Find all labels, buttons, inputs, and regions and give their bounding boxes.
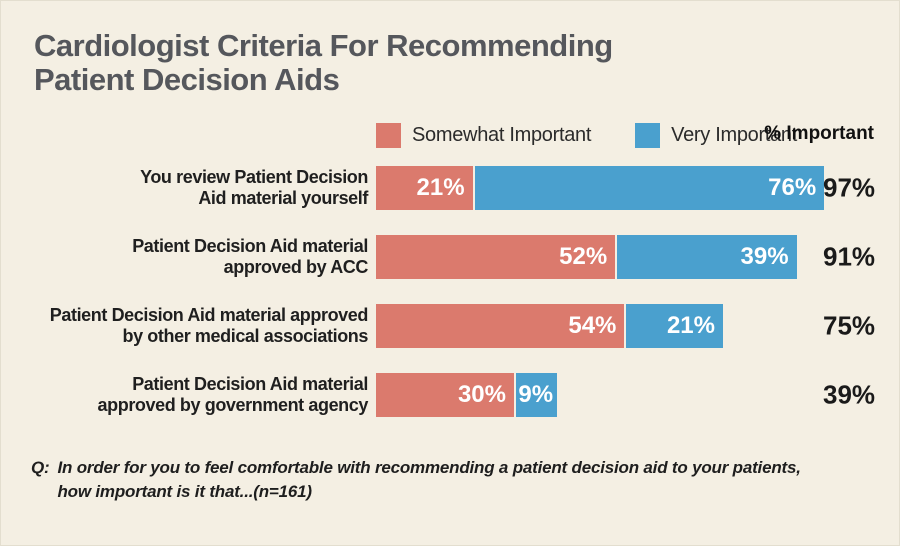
- stacked-bar: 54% 21%: [376, 304, 723, 348]
- row-total-percent: 91%: [823, 241, 876, 272]
- category-label: You review Patient Decision Aid material…: [140, 167, 368, 208]
- chart-title-line2: Patient Decision Aids: [34, 62, 340, 97]
- bar-segment-somewhat-important: 21%: [376, 166, 473, 210]
- very-important-swatch: [635, 123, 661, 148]
- percent-important-column-header: % Important: [764, 123, 874, 144]
- bar-segment-very-important: 21%: [626, 304, 723, 348]
- legend-label: Somewhat Important: [412, 124, 592, 146]
- footnote-text: In order for you to feel comfortable wit…: [57, 458, 801, 501]
- chart-rows: You review Patient Decision Aid material…: [31, 166, 875, 442]
- bar-segment-somewhat-important: 52%: [376, 235, 616, 279]
- legend-label: Very Important: [671, 124, 797, 146]
- row-total-percent: 75%: [823, 310, 876, 341]
- stacked-bar: 30% 9%: [376, 373, 558, 417]
- bar-segment-somewhat-important: 30%: [376, 373, 514, 417]
- legend-item-very-important: Very Important: [635, 123, 797, 148]
- row-total-percent: 97%: [823, 172, 876, 203]
- category-label: Patient Decision Aid material approved b…: [49, 305, 369, 346]
- footnote: Q: In order for you to feel comfortable …: [31, 456, 801, 504]
- chart-row: Patient Decision Aid material approved b…: [31, 304, 875, 348]
- legend-item-somewhat-important: Somewhat Important: [376, 123, 591, 148]
- footnote-prefix: Q:: [31, 458, 50, 477]
- bar-segment-very-important: 76%: [474, 166, 825, 210]
- bar-segment-very-important: 9%: [516, 373, 558, 417]
- chart-row: Patient Decision Aid material approved b…: [31, 373, 875, 417]
- category-label: Patient Decision Aid material approved b…: [132, 236, 368, 277]
- chart-title-line1: Cardiologist Criteria For Recommending: [34, 28, 613, 63]
- bar-segment-very-important: 39%: [617, 235, 797, 279]
- stacked-bar: 21% 76%: [376, 166, 825, 210]
- chart-title: Cardiologist Criteria For Recommending P…: [34, 29, 613, 97]
- bar-segment-somewhat-important: 54%: [376, 304, 625, 348]
- chart-row: Patient Decision Aid material approved b…: [31, 235, 875, 279]
- somewhat-important-swatch: [376, 123, 401, 148]
- stacked-bar: 52% 39%: [376, 235, 797, 279]
- chart-row: You review Patient Decision Aid material…: [31, 166, 875, 210]
- legend: Somewhat Important Very Important: [376, 123, 797, 148]
- row-total-percent: 39%: [823, 379, 876, 410]
- category-label: Patient Decision Aid material approved b…: [97, 374, 369, 415]
